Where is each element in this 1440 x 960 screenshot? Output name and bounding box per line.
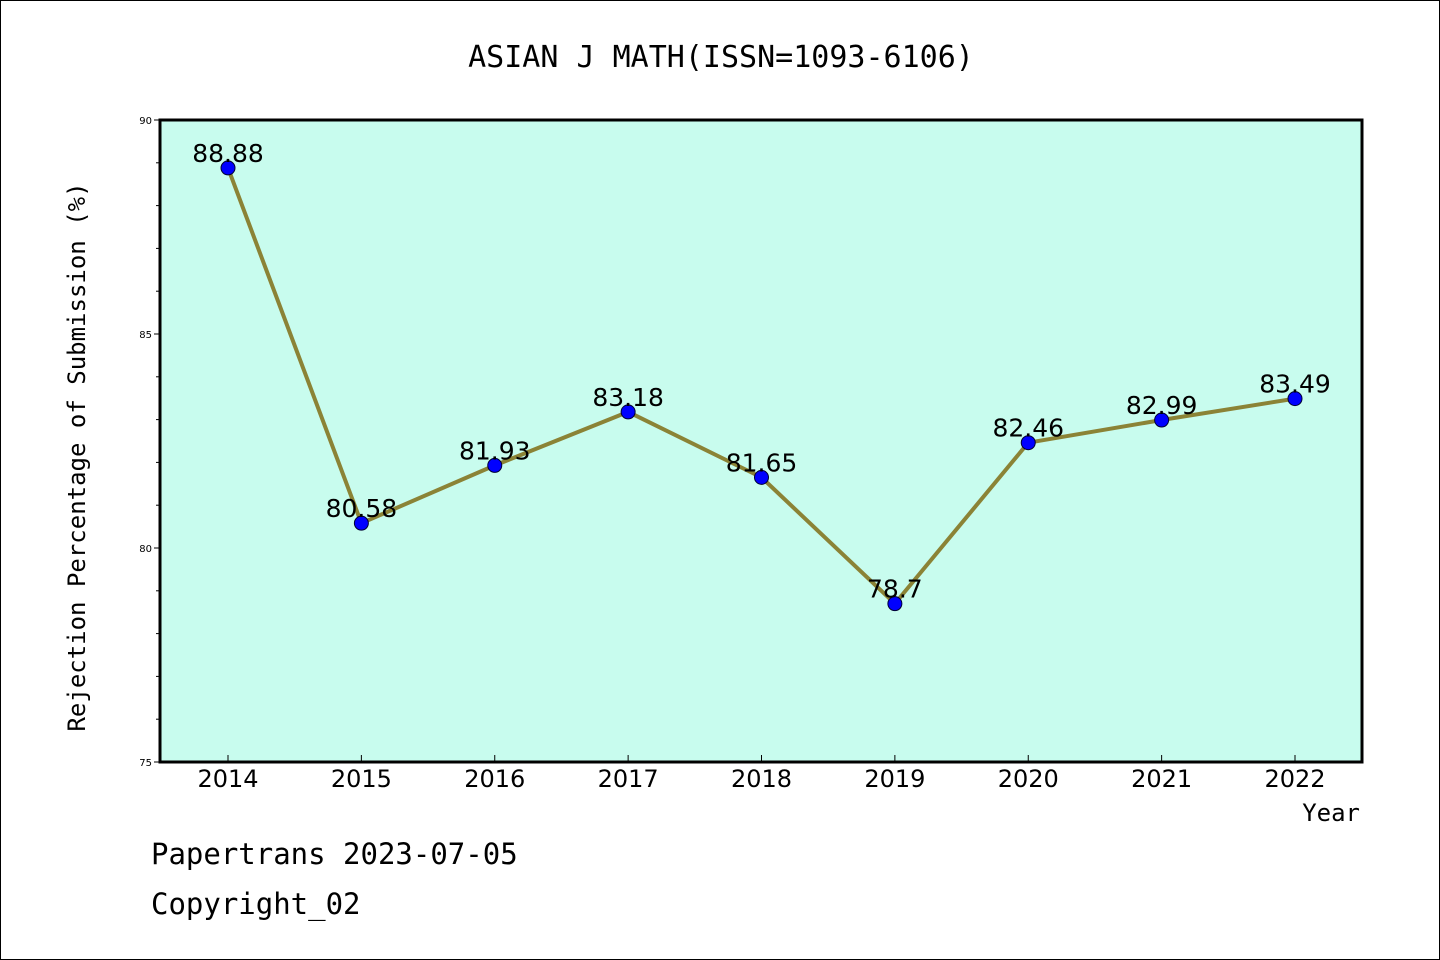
plot-frame xyxy=(158,118,1364,764)
x-tick-label: 2020 xyxy=(998,765,1059,793)
footer-copyright: Copyright_02 xyxy=(151,887,361,921)
data-point xyxy=(620,404,636,420)
x-tick-label: 2015 xyxy=(331,765,392,793)
data-point xyxy=(1154,412,1170,428)
data-label: 83.49 xyxy=(1259,370,1331,399)
data-point xyxy=(220,160,236,176)
data-point xyxy=(1287,391,1303,407)
y-tick-label: 75 xyxy=(139,758,152,769)
data-series: 88.88 80.58 81.93 83.18 81.65 78.7 82.46 82.99 8… xyxy=(192,139,1331,612)
data-label: 80.58 xyxy=(326,494,398,523)
x-tick-label: 2019 xyxy=(864,765,925,793)
y-axis-ticks: 75 80 85 90 xyxy=(139,116,160,769)
plot-area xyxy=(160,120,1362,762)
data-label: 78.7 xyxy=(867,575,923,604)
data-label: 82.99 xyxy=(1126,391,1198,420)
data-point xyxy=(353,515,369,531)
footer-date: Papertrans 2023-07-05 xyxy=(151,837,518,871)
data-label: 81.93 xyxy=(459,436,531,465)
data-point xyxy=(487,457,503,473)
data-label: 81.65 xyxy=(726,448,798,477)
x-tick-label: 2016 xyxy=(464,765,525,793)
x-tick-label: 2017 xyxy=(598,765,659,793)
data-label: 88.88 xyxy=(192,139,264,168)
data-label: 82.46 xyxy=(992,414,1064,443)
x-axis-label: Year xyxy=(1302,799,1360,827)
y-axis-label: Rejection Percentage of Submission (%) xyxy=(63,182,91,731)
chart-title: ASIAN J MATH(ISSN=1093-6106) xyxy=(468,40,974,75)
data-label: 83.18 xyxy=(592,383,664,412)
x-tick-label: 2018 xyxy=(731,765,792,793)
x-axis-ticks: 2014 2015 2016 2017 2018 2019 2020 2021 2022 xyxy=(197,755,1326,793)
x-tick-label: 2021 xyxy=(1131,765,1192,793)
y-tick-label: 80 xyxy=(139,544,152,555)
data-point xyxy=(1020,435,1036,451)
data-point xyxy=(754,469,769,485)
y-tick-label: 90 xyxy=(139,116,152,127)
x-tick-label: 2014 xyxy=(197,765,258,793)
data-point xyxy=(887,596,903,612)
x-tick-label: 2022 xyxy=(1264,765,1325,793)
y-tick-label: 85 xyxy=(139,330,152,341)
